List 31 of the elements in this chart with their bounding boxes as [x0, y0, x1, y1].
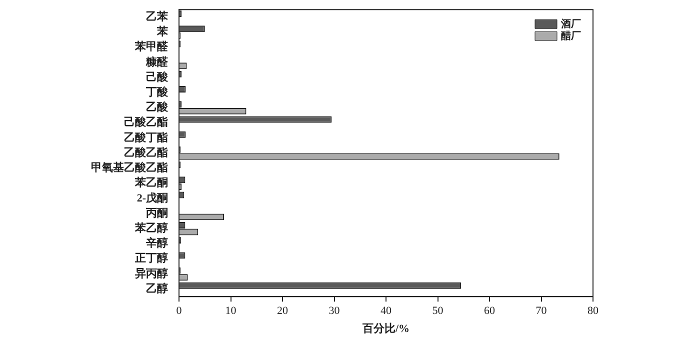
y-tick-label: 苯 — [156, 25, 169, 38]
y-tick-label: 苯乙酮 — [134, 176, 168, 190]
x-tick-label: 10 — [225, 305, 237, 318]
x-tick-label: 40 — [380, 305, 392, 318]
y-tick-label: 己酸 — [146, 70, 169, 84]
y-tick-label: 苯甲醛 — [134, 40, 169, 54]
legend-label: 酒厂 — [560, 18, 581, 30]
y-tick-label: 乙酸乙酯 — [124, 146, 168, 159]
x-tick-label: 70 — [536, 305, 548, 318]
x-axis-title: 百分比/% — [361, 322, 410, 336]
y-tick-label: 糠醛 — [145, 55, 169, 68]
y-tick-label: 甲氧基乙酸乙酯 — [91, 161, 168, 174]
x-tick-label: 60 — [484, 305, 496, 318]
y-tick-label: 乙苯 — [146, 10, 169, 23]
x-tick-label: 0 — [176, 305, 182, 318]
x-tick-label: 80 — [588, 305, 599, 318]
y-tick-label: 正丁醇 — [134, 252, 168, 265]
y-tick-label: 丁酸 — [145, 86, 169, 99]
y-tick-label: 苯乙醇 — [134, 221, 168, 234]
legend-label: 醋厂 — [561, 30, 581, 42]
x-tick-label: 30 — [328, 305, 340, 318]
x-tick-label: 50 — [432, 305, 444, 318]
y-tick-label: 丙酮 — [145, 207, 168, 220]
y-tick-label: 异丙醇 — [134, 266, 168, 280]
x-tick-label: 20 — [277, 305, 288, 318]
y-tick-label: 2-戊酮 — [136, 191, 168, 204]
y-tick-label: 辛醇 — [145, 236, 168, 250]
y-tick-label: 己酸乙酯 — [124, 116, 168, 129]
y-tick-label: 乙酸丁酯 — [124, 130, 168, 144]
y-tick-label: 乙酸 — [146, 100, 169, 114]
y-tick-label: 乙醇 — [146, 282, 168, 295]
